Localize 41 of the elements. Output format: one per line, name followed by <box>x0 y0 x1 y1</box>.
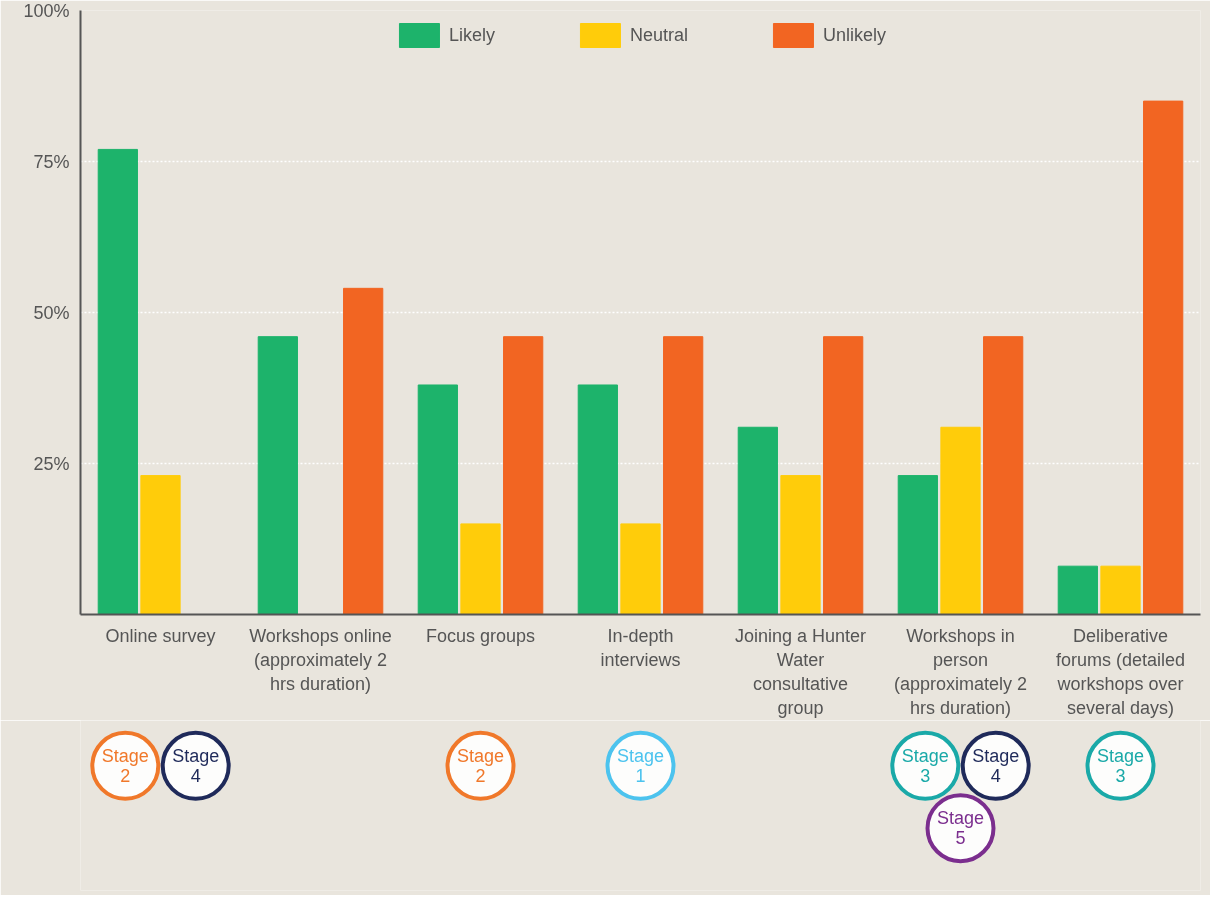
text: Stage 5 <box>936 808 985 849</box>
x-tick-label: Online survey <box>105 625 216 646</box>
text: Stage 3 <box>1096 745 1145 786</box>
bar <box>257 336 298 615</box>
y-tick-label: 75% <box>33 151 70 172</box>
text: Stage 1 <box>616 745 665 786</box>
bar <box>1143 100 1184 615</box>
bar <box>97 148 138 615</box>
bar <box>620 523 661 615</box>
bar <box>940 426 981 615</box>
x-tick-label: Focus groups <box>425 625 536 646</box>
bar <box>460 523 501 615</box>
legend-label: Unlikely <box>823 24 887 46</box>
x-tick-label: Deliberative forums (detailed workshops over several days) <box>1055 625 1186 718</box>
bar <box>780 475 821 615</box>
x-tick-label: Workshops in person (approximately 2 hrs duration) <box>893 625 1028 718</box>
x-tick-label: Workshops online (approximately 2 hrs duration) <box>249 625 392 694</box>
x-tick-label: Joining a Hunter Water consultative group <box>734 625 867 718</box>
legend-label: Likely <box>448 24 495 46</box>
text: Stage 2 <box>101 745 149 786</box>
bar <box>1100 565 1141 615</box>
text: Stage 4 <box>172 745 220 786</box>
bar <box>140 475 181 615</box>
bar <box>663 336 704 615</box>
y-tick-label: 50% <box>33 302 70 323</box>
bar <box>417 384 458 615</box>
y-tick-label: 100% <box>23 0 70 21</box>
bar <box>577 384 618 615</box>
bar <box>343 287 384 615</box>
bar <box>737 426 778 615</box>
text: Stage 2 <box>456 745 505 786</box>
bar <box>897 475 938 615</box>
bar <box>1057 565 1098 615</box>
text: Stage 4 <box>972 745 1020 786</box>
bar <box>983 336 1024 615</box>
bar <box>823 336 864 615</box>
x-tick-label: In-depth interviews <box>600 625 681 670</box>
y-tick-label: 25% <box>33 453 70 474</box>
bar <box>503 336 544 615</box>
legend-label: Neutral <box>629 24 689 46</box>
text: Stage 3 <box>901 745 949 786</box>
